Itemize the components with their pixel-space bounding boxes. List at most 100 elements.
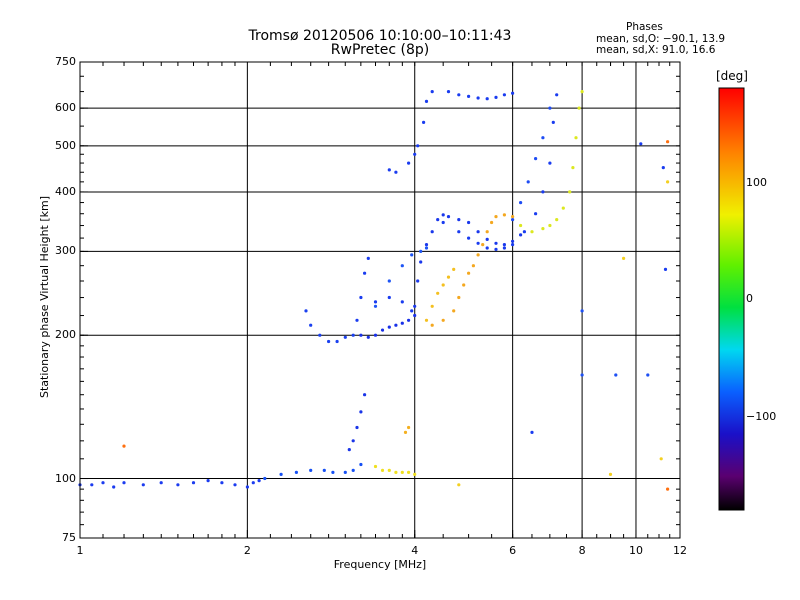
- plot-frame: [79, 61, 681, 539]
- colorbar-tick-label: 0: [746, 292, 753, 305]
- data-point: [373, 304, 378, 308]
- data-point: [530, 230, 534, 234]
- data-point: [522, 230, 527, 234]
- data-point: [510, 215, 515, 219]
- data-point: [355, 425, 359, 430]
- data-point: [257, 479, 261, 483]
- data-point: [639, 142, 643, 146]
- data-point: [220, 481, 224, 485]
- colorbar-tick-label: 100: [746, 176, 767, 189]
- y-tick-label: 600: [55, 101, 76, 115]
- data-point: [457, 230, 461, 234]
- data-point: [481, 243, 485, 247]
- colorbar-unit-label: [deg]: [716, 69, 748, 83]
- data-point: [279, 472, 283, 476]
- data-point: [551, 120, 555, 124]
- y-axis-label: Stationary phase Virtual Height [km]: [38, 195, 51, 398]
- phase-stats-x: mean, sd,X: 91.0, 16.6: [596, 44, 716, 56]
- data-point: [494, 215, 498, 219]
- data-point: [322, 468, 326, 472]
- data-point: [122, 481, 126, 485]
- data-point: [430, 304, 434, 308]
- data-point: [666, 140, 670, 144]
- data-point: [424, 99, 429, 103]
- data-point: [446, 215, 451, 219]
- data-point: [568, 190, 572, 194]
- data-point: [407, 470, 411, 474]
- data-point: [366, 335, 370, 339]
- data-point: [541, 136, 545, 140]
- phase-stats-title: Phases: [626, 21, 663, 33]
- data-point: [141, 483, 145, 487]
- data-point: [446, 275, 451, 279]
- data-point: [407, 161, 411, 165]
- data-point: [614, 373, 618, 377]
- data-point: [574, 136, 578, 140]
- data-point: [457, 295, 461, 300]
- data-point: [534, 212, 538, 216]
- x-tick-label: 8: [578, 544, 586, 557]
- data-point: [561, 206, 565, 210]
- data-point: [191, 481, 196, 485]
- data-point: [485, 97, 489, 101]
- data-point: [359, 462, 363, 467]
- data-point: [476, 253, 480, 257]
- data-point: [400, 470, 404, 474]
- x-tick-label: 2: [243, 544, 251, 557]
- data-point: [159, 481, 163, 485]
- data-point: [363, 393, 367, 397]
- data-point: [373, 464, 378, 469]
- data-point: [422, 120, 426, 124]
- data-point: [407, 318, 411, 322]
- data-point: [476, 96, 480, 100]
- data-point: [363, 271, 367, 275]
- data-point: [452, 309, 456, 313]
- data-point: [502, 213, 506, 217]
- data-point: [476, 241, 480, 245]
- data-point: [355, 318, 359, 322]
- y-tick-label: 400: [55, 184, 76, 198]
- data-point: [424, 246, 429, 250]
- y-tick-label: 300: [55, 244, 76, 258]
- data-point: [494, 247, 498, 251]
- data-point: [580, 373, 584, 377]
- data-point: [476, 230, 480, 234]
- data-point: [309, 323, 313, 327]
- y-tick-label: 75: [62, 531, 76, 544]
- y-tick-label: 750: [55, 55, 76, 68]
- data-point: [424, 243, 429, 247]
- data-point: [413, 313, 417, 318]
- data-point: [548, 106, 552, 110]
- data-point: [490, 220, 494, 225]
- data-point: [343, 470, 347, 474]
- data-point: [347, 448, 351, 452]
- colorbar: [718, 87, 745, 511]
- data-point: [419, 249, 423, 253]
- data-point: [571, 166, 575, 170]
- data-point: [413, 472, 417, 476]
- data-point: [318, 333, 322, 337]
- data-point: [441, 318, 445, 322]
- data-point: [331, 470, 335, 474]
- data-point: [101, 481, 105, 485]
- data-point: [646, 373, 650, 377]
- data-points: [78, 90, 670, 491]
- data-point: [526, 180, 530, 184]
- data-point: [387, 468, 391, 472]
- data-point: [502, 246, 506, 250]
- data-point: [436, 218, 440, 222]
- data-point: [416, 279, 420, 283]
- chart-subtitle: RwPretec (8p): [330, 42, 430, 58]
- data-point: [452, 267, 456, 271]
- axis-ticks: [79, 61, 681, 539]
- data-point: [661, 166, 665, 170]
- phase-stats: Phases mean, sd,O: −90.1, 13.9 mean, sd,…: [596, 21, 725, 57]
- data-point: [424, 318, 429, 322]
- data-point: [441, 283, 445, 287]
- y-tick-label: 200: [55, 328, 76, 342]
- data-point: [387, 168, 391, 172]
- data-point: [462, 283, 466, 287]
- data-point: [441, 213, 445, 217]
- data-point: [410, 253, 414, 257]
- data-point: [457, 93, 461, 97]
